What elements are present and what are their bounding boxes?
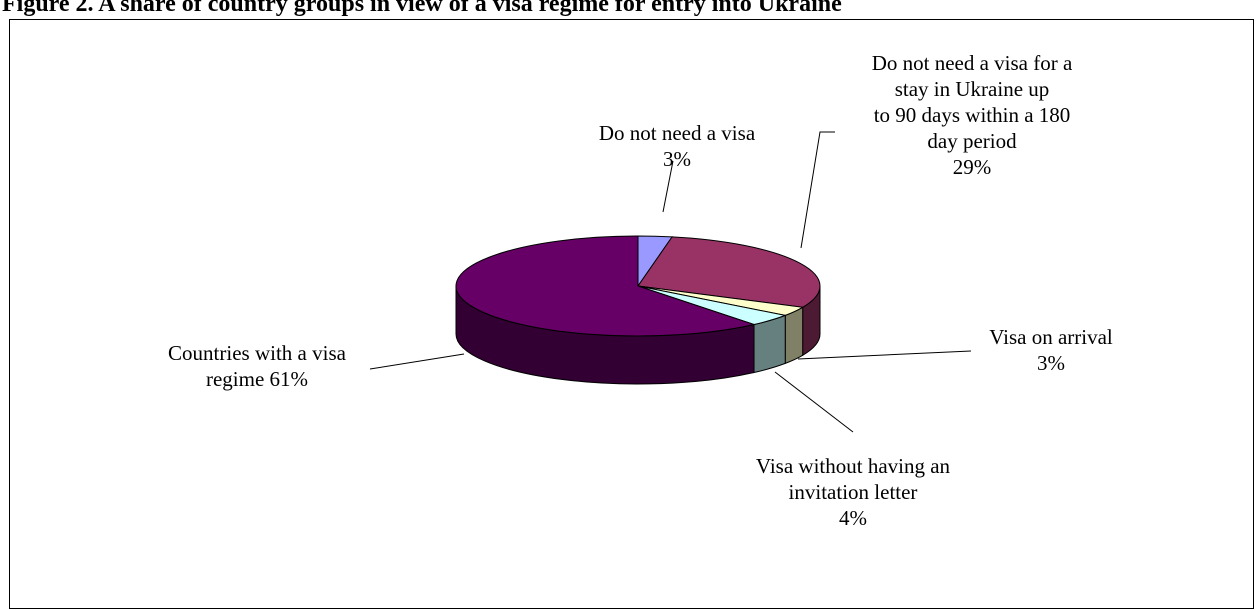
- slice-top-4: [455, 235, 756, 337]
- slice-label-1: Do not need a visa for a stay in Ukraine …: [872, 51, 1073, 179]
- leader-line-2: [797, 350, 972, 360]
- slice-label-0: Do not need a visa 3%: [599, 121, 756, 171]
- slice-top-1: [637, 236, 821, 308]
- leader-lines: [369, 131, 972, 433]
- slice-label-2: Visa on arrival 3%: [989, 325, 1113, 375]
- slice-label-3-line-0: Visa without having an: [756, 454, 951, 478]
- slice-label-0-line-0: Do not need a visa: [599, 121, 756, 145]
- slice-label-1-line-3: day period: [927, 129, 1017, 153]
- slice-label-3: Visa without having an invitation letter 4…: [756, 454, 951, 530]
- slice-label-2-line-1: 3%: [1037, 351, 1065, 375]
- leader-line-1: [800, 131, 835, 249]
- slice-label-0-line-1: 3%: [663, 147, 691, 171]
- slice-label-4-line-0: Countries with a visa: [168, 341, 347, 365]
- slice-side-3: [753, 314, 786, 374]
- pie-top-faces: [455, 235, 821, 337]
- slice-label-2-line-0: Visa on arrival: [989, 325, 1113, 349]
- slice-side-2: [784, 306, 804, 365]
- slice-label-1-line-4: 29%: [953, 155, 992, 179]
- slice-label-1-line-2: to 90 days within a 180: [874, 103, 1071, 127]
- leader-line-4: [369, 353, 465, 370]
- leader-line-3: [774, 371, 854, 433]
- slice-labels: Do not need a visa 3%Do not need a visa f…: [168, 51, 1113, 530]
- slice-label-4-line-1: regime 61%: [206, 367, 308, 391]
- slice-label-1-line-0: Do not need a visa for a: [872, 51, 1073, 75]
- pie-chart: Do not need a visa 3%Do not need a visa f…: [168, 51, 1113, 530]
- slice-label-3-line-1: invitation letter: [789, 480, 918, 504]
- chart-area: Do not need a visa 3% Do not need a visa f…: [9, 19, 1254, 609]
- slice-label-3-line-2: 4%: [839, 506, 867, 530]
- leader-line-0: [662, 160, 674, 213]
- figure-title: Figure 2. A share of country groups in v…: [2, 0, 842, 17]
- slice-label-4: Countries with a visa regime 61%: [168, 341, 347, 391]
- slice-label-1-line-1: stay in Ukraine up: [895, 77, 1050, 101]
